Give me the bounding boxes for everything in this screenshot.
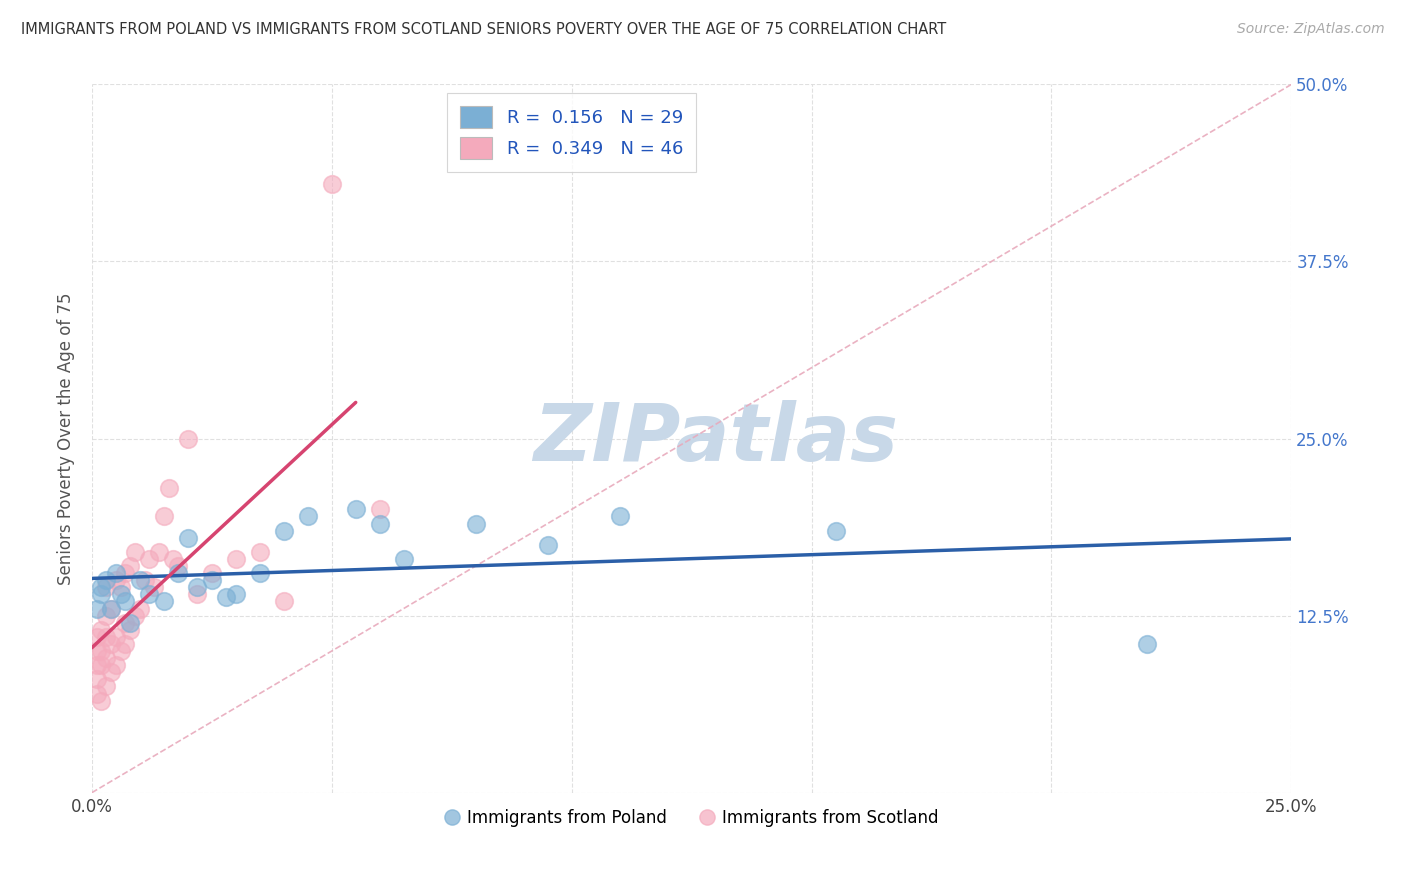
Point xyxy=(138,552,160,566)
Point xyxy=(96,573,118,587)
Point xyxy=(90,623,112,637)
Point xyxy=(114,594,136,608)
Point xyxy=(96,580,118,594)
Point xyxy=(100,637,122,651)
Point xyxy=(90,658,112,673)
Point xyxy=(104,573,127,587)
Point xyxy=(157,481,180,495)
Legend: Immigrants from Poland, Immigrants from Scotland: Immigrants from Poland, Immigrants from … xyxy=(439,803,945,834)
Point xyxy=(225,587,247,601)
Point xyxy=(96,651,118,665)
Point xyxy=(120,623,142,637)
Point xyxy=(100,601,122,615)
Point xyxy=(609,509,631,524)
Point xyxy=(100,601,122,615)
Point xyxy=(86,686,108,700)
Y-axis label: Seniors Poverty Over the Age of 75: Seniors Poverty Over the Age of 75 xyxy=(58,293,75,585)
Point xyxy=(110,580,132,594)
Point xyxy=(104,566,127,580)
Point xyxy=(392,552,415,566)
Point xyxy=(225,552,247,566)
Point xyxy=(177,531,200,545)
Point xyxy=(124,608,146,623)
Point xyxy=(537,538,560,552)
Point xyxy=(167,566,190,580)
Point xyxy=(344,502,367,516)
Point xyxy=(824,524,846,538)
Point xyxy=(201,573,224,587)
Point xyxy=(86,658,108,673)
Point xyxy=(114,566,136,580)
Point xyxy=(138,587,160,601)
Point xyxy=(104,630,127,644)
Point xyxy=(120,615,142,630)
Point xyxy=(297,509,319,524)
Point xyxy=(273,594,295,608)
Point xyxy=(215,590,238,604)
Point xyxy=(368,516,391,531)
Point xyxy=(128,573,150,587)
Point xyxy=(273,524,295,538)
Point xyxy=(186,580,208,594)
Point xyxy=(148,545,170,559)
Point xyxy=(86,644,108,658)
Point xyxy=(110,587,132,601)
Point xyxy=(86,601,108,615)
Point xyxy=(90,644,112,658)
Point xyxy=(321,177,343,191)
Point xyxy=(90,693,112,707)
Point xyxy=(134,573,156,587)
Point xyxy=(86,630,108,644)
Point xyxy=(114,637,136,651)
Point xyxy=(128,601,150,615)
Point xyxy=(249,566,271,580)
Point xyxy=(368,502,391,516)
Point xyxy=(1136,637,1159,651)
Point xyxy=(100,665,122,680)
Point xyxy=(114,615,136,630)
Text: IMMIGRANTS FROM POLAND VS IMMIGRANTS FROM SCOTLAND SENIORS POVERTY OVER THE AGE : IMMIGRANTS FROM POLAND VS IMMIGRANTS FRO… xyxy=(21,22,946,37)
Point xyxy=(464,516,486,531)
Point xyxy=(96,680,118,694)
Point xyxy=(124,545,146,559)
Point xyxy=(143,580,166,594)
Point xyxy=(96,608,118,623)
Point xyxy=(201,566,224,580)
Text: Source: ZipAtlas.com: Source: ZipAtlas.com xyxy=(1237,22,1385,37)
Point xyxy=(177,432,200,446)
Point xyxy=(153,509,176,524)
Point xyxy=(162,552,184,566)
Point xyxy=(90,580,112,594)
Point xyxy=(110,644,132,658)
Point xyxy=(186,587,208,601)
Point xyxy=(90,587,112,601)
Point xyxy=(86,673,108,687)
Point xyxy=(104,658,127,673)
Point xyxy=(153,594,176,608)
Point xyxy=(167,559,190,574)
Point xyxy=(120,559,142,574)
Text: ZIPatlas: ZIPatlas xyxy=(533,400,898,477)
Point xyxy=(249,545,271,559)
Point xyxy=(96,630,118,644)
